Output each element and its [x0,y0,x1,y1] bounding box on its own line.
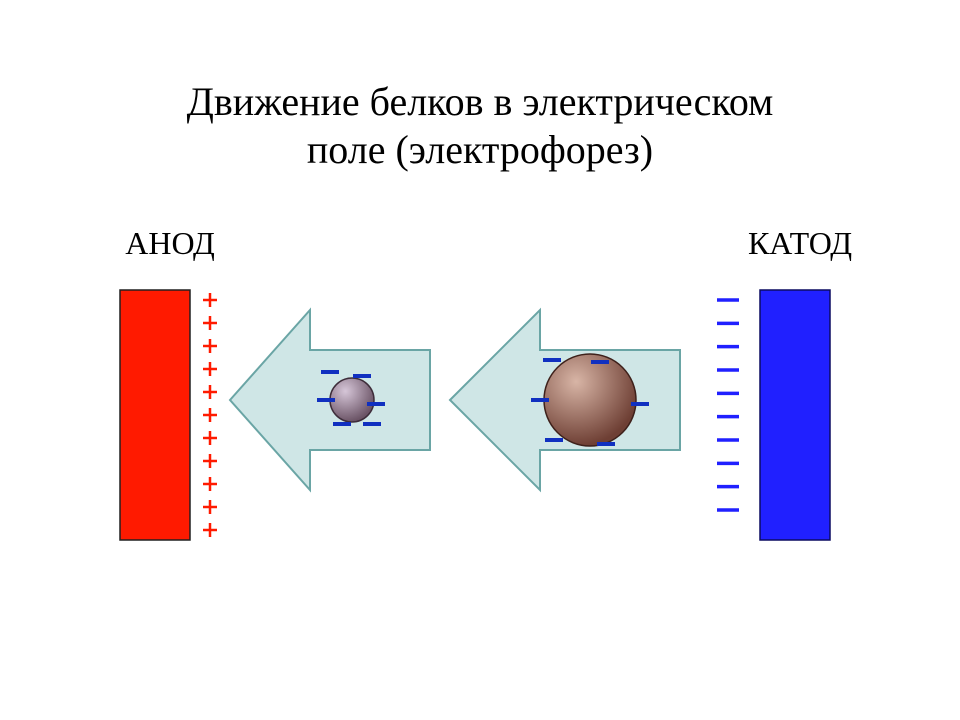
electrophoresis-diagram [0,0,960,720]
plus-charges [203,293,217,537]
protein-small [330,378,374,422]
protein-large [544,354,636,446]
minus-charges [717,300,739,510]
slide: Движение белков в электрическом поле (эл… [0,0,960,720]
cathode-electrode [760,290,830,540]
anode-electrode [120,290,190,540]
